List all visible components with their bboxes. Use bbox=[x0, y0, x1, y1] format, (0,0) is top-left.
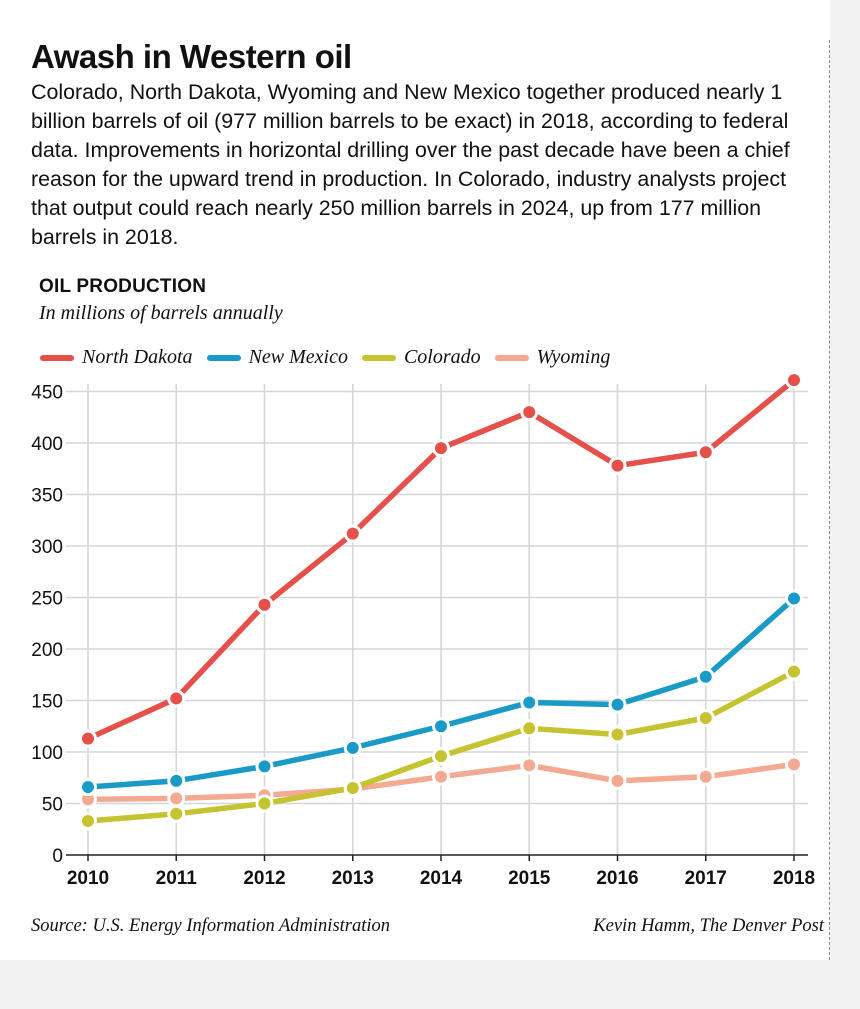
x-tick-label: 2011 bbox=[156, 868, 198, 889]
page-title: Awash in Western oil bbox=[31, 38, 352, 75]
line-chart: 0 50 100 150 200 250 300 350 400 450 2010 2011 2012 2… bbox=[31, 371, 815, 889]
data-point bbox=[255, 595, 274, 614]
legend-swatch bbox=[206, 354, 241, 361]
y-tick-label: 150 bbox=[31, 692, 63, 713]
legend-item-colorado: Colorado bbox=[361, 346, 481, 369]
data-point bbox=[785, 371, 803, 390]
data-point bbox=[167, 771, 186, 790]
legend-item-wyoming: Wyoming bbox=[494, 346, 611, 369]
y-tick-label: 0 bbox=[52, 846, 63, 867]
intro-paragraph: Colorado, North Dakota, Wyoming and New … bbox=[31, 80, 790, 249]
x-tick-label: 2018 bbox=[773, 868, 815, 889]
data-point bbox=[608, 771, 627, 790]
data-point bbox=[520, 756, 539, 775]
data-point bbox=[255, 794, 274, 813]
data-point bbox=[696, 667, 715, 686]
data-point bbox=[785, 662, 803, 681]
data-point bbox=[696, 443, 715, 462]
y-tick-label: 100 bbox=[31, 743, 63, 764]
legend-item-north-dakota: North Dakota bbox=[40, 346, 193, 369]
legend-label: North Dakota bbox=[82, 346, 193, 368]
data-point bbox=[432, 747, 450, 766]
data-point bbox=[343, 738, 362, 757]
legend-swatch bbox=[494, 354, 529, 361]
data-point bbox=[255, 757, 274, 776]
legend-swatch bbox=[40, 354, 74, 361]
data-point bbox=[608, 725, 627, 744]
x-tick-label: 2016 bbox=[596, 868, 638, 889]
y-tick-label: 300 bbox=[31, 537, 63, 558]
legend-label: Colorado bbox=[403, 346, 481, 368]
x-tick-label: 2015 bbox=[508, 868, 551, 889]
data-point bbox=[167, 804, 186, 823]
y-tick-label: 50 bbox=[42, 795, 63, 816]
y-tick-label: 200 bbox=[31, 640, 63, 661]
data-point bbox=[432, 717, 450, 736]
data-point bbox=[520, 403, 539, 422]
data-point bbox=[785, 755, 803, 774]
data-point bbox=[167, 689, 186, 708]
x-tick-label: 2013 bbox=[332, 868, 374, 889]
source-note: Source: U.S. Energy Information Administ… bbox=[31, 916, 391, 936]
data-point bbox=[432, 767, 450, 786]
legend-swatch bbox=[361, 354, 396, 361]
legend-label: New Mexico bbox=[248, 346, 348, 368]
data-point bbox=[520, 693, 539, 712]
data-point bbox=[608, 695, 627, 714]
right-dashed-rule bbox=[829, 40, 830, 960]
data-point bbox=[696, 709, 715, 728]
data-point bbox=[608, 456, 627, 475]
data-point bbox=[520, 719, 539, 738]
legend-item-new-mexico: New Mexico bbox=[206, 346, 348, 369]
data-point bbox=[79, 778, 97, 797]
x-tick-label: 2012 bbox=[243, 868, 285, 889]
x-tick-label: 2010 bbox=[67, 868, 109, 889]
data-point bbox=[343, 779, 362, 798]
byline-credit: Kevin Hamm, The Denver Post bbox=[593, 916, 824, 936]
y-tick-label: 450 bbox=[31, 383, 63, 404]
legend-label: Wyoming bbox=[536, 346, 611, 368]
y-tick-label: 350 bbox=[31, 486, 63, 507]
chart-title: OIL PRODUCTION bbox=[39, 276, 207, 297]
chart-subtitle: In millions of barrels annually bbox=[39, 302, 283, 324]
data-point bbox=[785, 589, 803, 608]
data-point bbox=[432, 439, 450, 458]
data-point bbox=[79, 812, 97, 831]
x-tick-label: 2017 bbox=[685, 868, 727, 889]
data-point bbox=[696, 767, 715, 786]
y-tick-label: 400 bbox=[31, 434, 63, 455]
data-point bbox=[79, 729, 97, 748]
data-point bbox=[343, 524, 362, 543]
x-tick-label: 2014 bbox=[420, 868, 463, 889]
y-tick-label: 250 bbox=[31, 589, 63, 610]
chart-legend: North Dakota New Mexico Colorado Wyoming bbox=[40, 346, 624, 369]
data-point bbox=[167, 789, 186, 808]
